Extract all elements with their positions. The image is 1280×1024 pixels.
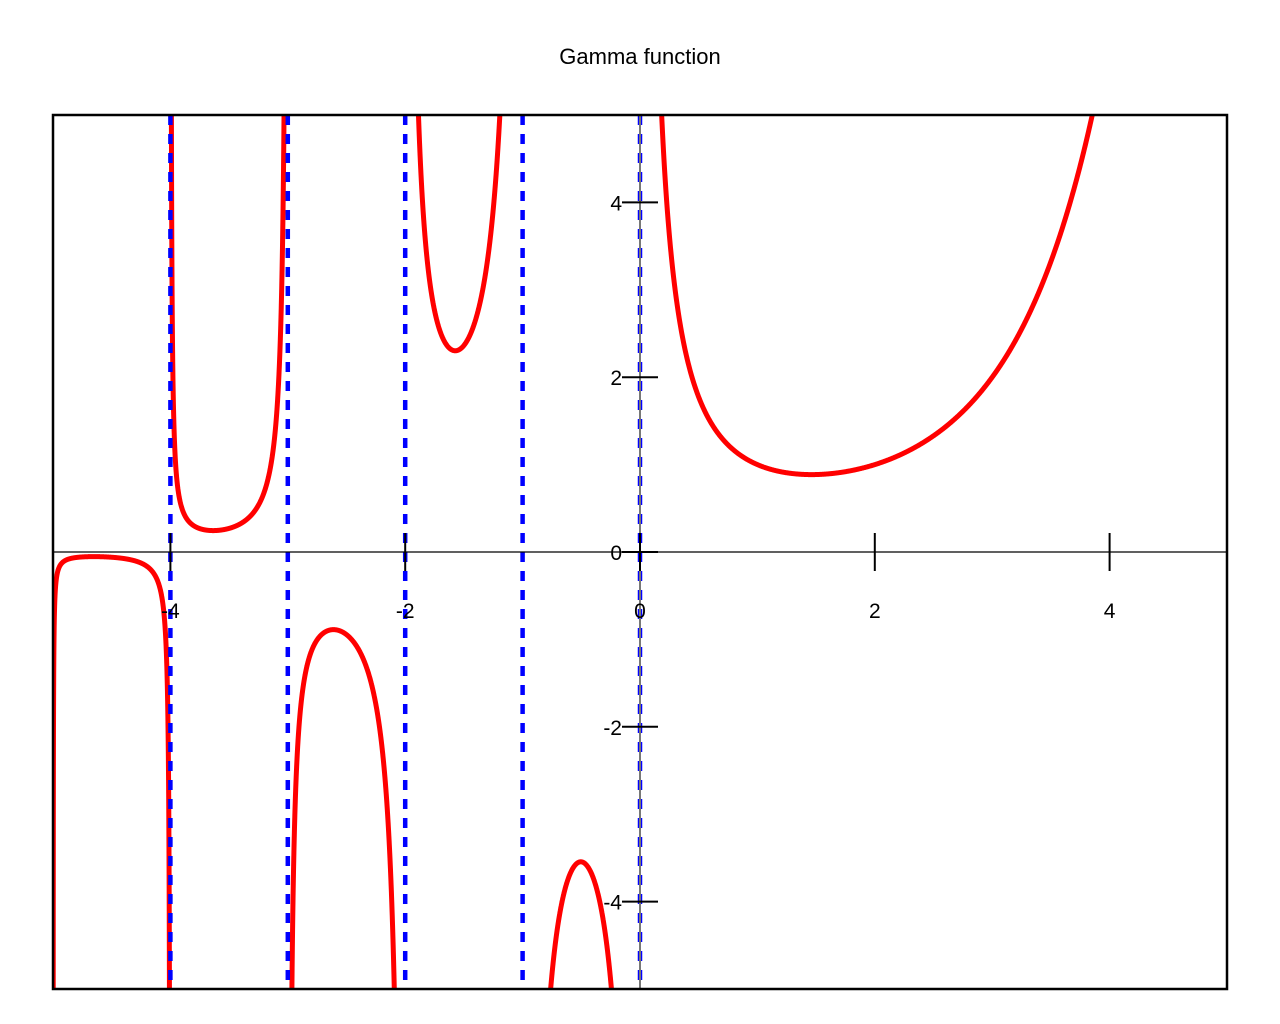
gamma-branch (659, 115, 1095, 478)
gamma-curve (53, 115, 1095, 989)
x-tick-label: 0 (634, 600, 646, 623)
y-tick-label: -2 (603, 717, 622, 740)
y-tick-label: 4 (610, 192, 622, 215)
chart-title: Gamma function (559, 44, 721, 69)
y-tick-label: -4 (603, 892, 622, 915)
gamma-branch (415, 115, 503, 354)
y-tick-label: 0 (610, 542, 622, 565)
x-tick-label: 4 (1104, 600, 1116, 623)
gamma-branch (168, 115, 287, 534)
y-tick-label: 2 (610, 367, 622, 390)
gamma-branch (548, 859, 614, 989)
x-tick-label: -4 (161, 600, 180, 623)
gamma-branch (53, 554, 172, 989)
plot-frame (51, 113, 1229, 991)
x-tick-label: 2 (869, 600, 881, 623)
x-tick-label: -2 (396, 600, 415, 623)
gamma-branch (289, 627, 397, 989)
axes: -4 -2 0 2 4 -4 -2 0 2 4 (53, 115, 1227, 989)
